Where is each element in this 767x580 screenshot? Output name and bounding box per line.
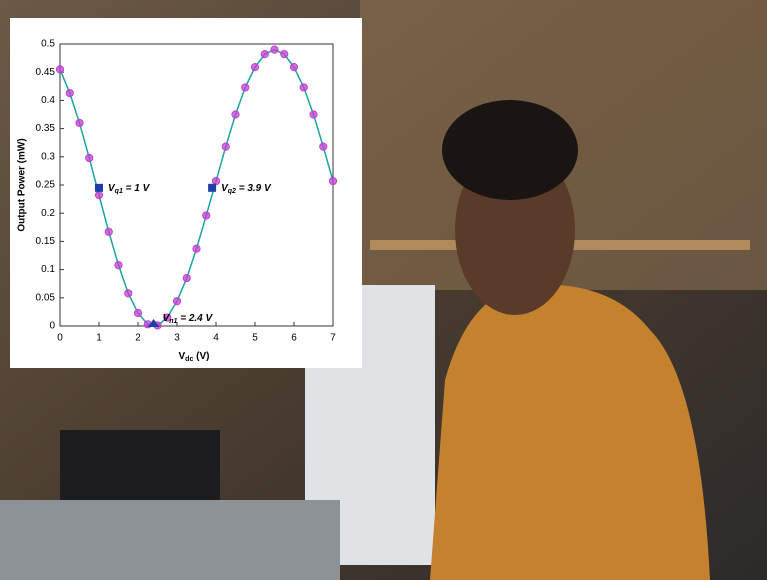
point-annotation: Vq1 = 1 V (108, 182, 151, 194)
y-tick-label: 0.15 (36, 236, 56, 247)
person-hair (442, 100, 578, 200)
point-annotation-rest: = 1 V (123, 182, 151, 193)
data-point (172, 297, 182, 306)
y-tick-label: 0.35 (36, 123, 56, 134)
data-point (289, 63, 299, 72)
data-point (270, 45, 279, 54)
x-tick-label: 4 (213, 333, 219, 344)
y-tick-label: 0.4 (41, 95, 55, 106)
data-point (231, 110, 240, 119)
y-tick-label: 0.3 (41, 151, 55, 162)
data-point (221, 142, 230, 151)
point-annotation-main: V (163, 313, 171, 324)
data-point (319, 142, 328, 151)
person-shirt (430, 284, 710, 580)
data-point (124, 289, 133, 298)
x-axis-label-sub: dc (185, 356, 193, 363)
data-point (104, 227, 113, 236)
y-tick-label: 0.45 (36, 67, 56, 78)
chart-panel (10, 18, 362, 368)
x-tick-label: 1 (96, 333, 102, 344)
data-point (260, 50, 269, 59)
y-tick-label: 0.5 (41, 39, 55, 50)
x-tick-label: 0 (57, 333, 63, 344)
data-point (280, 50, 289, 59)
data-point (163, 313, 172, 322)
point-annotation: Vn1 = 2.4 V (163, 313, 214, 325)
data-point (299, 83, 308, 92)
x-tick-label: 3 (174, 333, 180, 344)
y-tick-label: 0 (49, 321, 55, 332)
x-tick-label: 6 (291, 333, 297, 344)
y-tick-label: 0.25 (36, 180, 56, 191)
point-annotation-main: V (108, 182, 116, 193)
point-annotation-rest: = 2.4 V (177, 313, 213, 324)
y-tick-label: 0.05 (36, 292, 56, 303)
data-point (192, 244, 201, 253)
point-annotation-sub: q2 (228, 188, 236, 195)
point-annotation-sub: q1 (115, 188, 123, 195)
x-tick-label: 5 (252, 333, 258, 344)
data-point (133, 308, 143, 318)
data-point (309, 110, 318, 119)
data-point (114, 260, 123, 270)
data-point (75, 118, 84, 128)
x-axis-label-rest: (V) (193, 351, 209, 362)
chart: 0 0.05 0.1 0.15 0.2 0.25 0.3 0.35 0.4 0.45 0.5 0 1 2 3… (17, 39, 338, 363)
point-annotation-main: V (221, 182, 229, 193)
data-point (241, 83, 250, 92)
y-axis-label: Output Power (mW) (17, 138, 28, 231)
x-axis-label: Vdc (V) (179, 351, 210, 363)
point-annotation: Vq2 = 3.9 V (221, 182, 272, 194)
data-point (85, 153, 94, 163)
data-point (328, 176, 338, 186)
data-point (250, 63, 260, 72)
point-annotation-rest: = 3.9 V (236, 182, 272, 193)
optical-table (0, 500, 340, 580)
quadrature-marker (208, 183, 217, 192)
x-tick-label: 7 (330, 333, 336, 344)
data-point (182, 273, 191, 283)
data-point (94, 191, 104, 200)
data-point (65, 88, 74, 98)
point-annotation-sub: n1 (169, 318, 177, 325)
data-point (202, 211, 211, 220)
y-tick-label: 0.2 (41, 208, 55, 219)
x-axis-label-main: V (179, 351, 186, 362)
data-point (55, 65, 65, 74)
data-point (211, 176, 221, 186)
null-marker (147, 319, 160, 327)
y-tick-label: 0.1 (41, 264, 55, 275)
x-tick-label: 2 (135, 333, 141, 344)
quadrature-marker (95, 183, 103, 192)
